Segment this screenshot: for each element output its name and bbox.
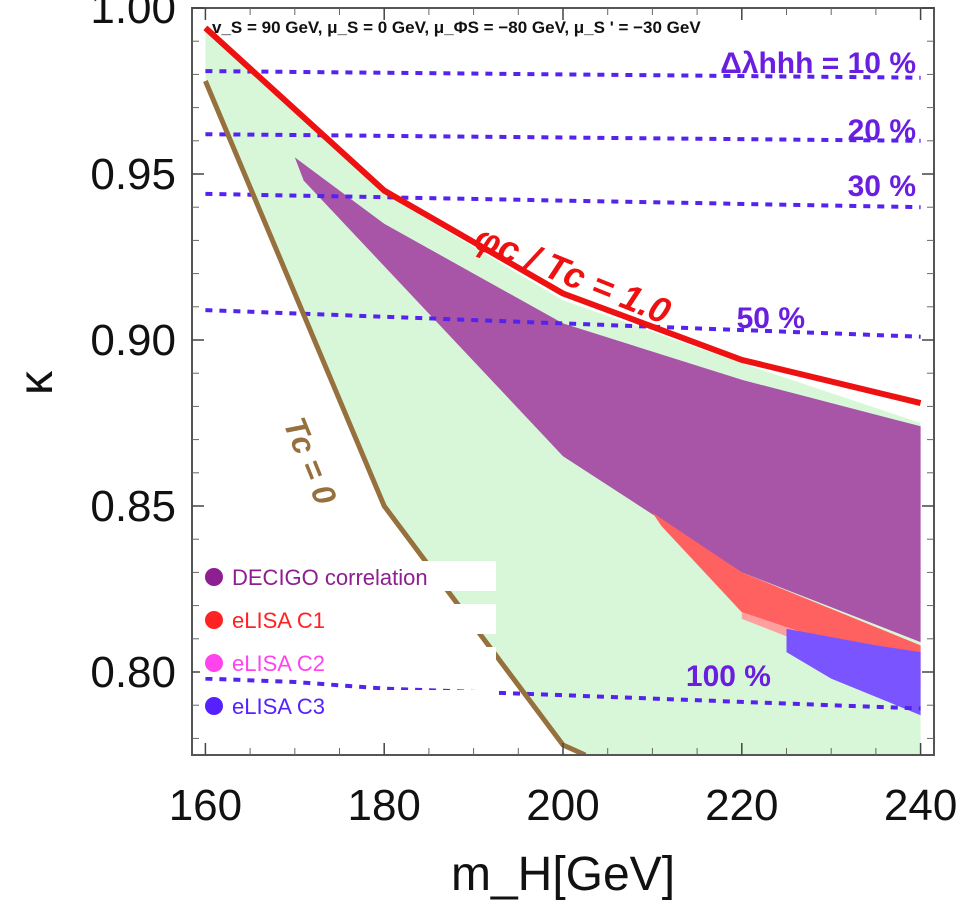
tick-labels: 160 180 200 220 240 0.80 0.85 0.90 0.95 1.00 xyxy=(90,0,957,830)
x-tick-label: 160 xyxy=(169,781,242,830)
legend-entry-bg xyxy=(200,647,496,677)
region-elisa-c1 xyxy=(652,512,921,672)
contour-label-1: Δλhhh = 10 % xyxy=(720,47,916,80)
contour-label-5: 100 % xyxy=(686,660,771,693)
legend-marker xyxy=(205,611,223,629)
legend-label: DECIGO correlation xyxy=(232,565,428,590)
legend-label: eLISA C3 xyxy=(232,694,325,719)
region-decigo xyxy=(294,157,921,643)
y-tick-label: 0.85 xyxy=(90,482,176,531)
x-axis-title: m_H[GeV] xyxy=(451,848,675,901)
legend-marker xyxy=(205,568,223,586)
y-tick-label: 0.80 xyxy=(90,648,176,697)
legend-label: eLISA C1 xyxy=(232,608,325,633)
curve-phi-tc xyxy=(203,25,922,407)
x-tick-label: 180 xyxy=(347,781,420,830)
legend-entry-bg xyxy=(200,561,496,591)
y-tick-label: 0.90 xyxy=(90,316,176,365)
y-tick-label: 1.00 xyxy=(90,0,176,33)
y-axis-title: κ xyxy=(10,370,63,395)
contour-label-3: 30 % xyxy=(848,170,916,203)
y-tick-label: 0.95 xyxy=(90,150,176,199)
legend-label: eLISA C2 xyxy=(232,651,325,676)
x-tick-label: 220 xyxy=(705,781,778,830)
contour-label-4: 50 % xyxy=(737,302,805,335)
plot-area xyxy=(203,25,922,755)
regions xyxy=(205,27,921,755)
region-elisa-c3 xyxy=(786,628,921,716)
legend: DECIGO correlation eLISA C1 eLISA C2 eLISA … xyxy=(200,561,496,720)
legend-entry-bg xyxy=(200,690,496,720)
annotation-text: v_S = 90 GeV, μ_S = 0 GeV, μ_ΦS = −80 Ge… xyxy=(212,18,701,37)
x-tick-label: 200 xyxy=(526,781,599,830)
legend-entry-bg xyxy=(200,604,496,634)
ticks xyxy=(192,7,934,755)
contour-label-2: 20 % xyxy=(848,114,916,147)
x-tick-label: 240 xyxy=(884,781,957,830)
legend-marker xyxy=(205,697,223,715)
legend-marker xyxy=(205,654,223,672)
contour-labels: Δλhhh = 10 % 20 % 30 % 50 % 100 % xyxy=(686,47,916,693)
